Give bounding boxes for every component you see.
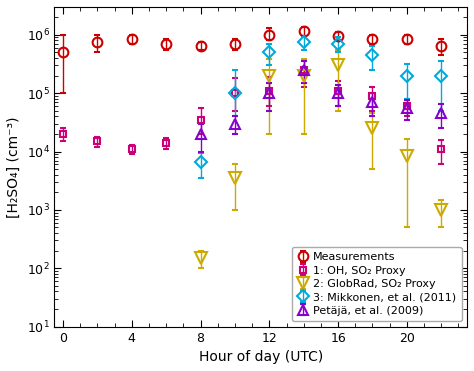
X-axis label: Hour of day (UTC): Hour of day (UTC): [199, 350, 323, 364]
Legend: Measurements, 1: OH, SO₂ Proxy, 2: GlobRad, SO₂ Proxy, 3: Mikkonen, et al. (2011: Measurements, 1: OH, SO₂ Proxy, 2: GlobR…: [292, 247, 462, 321]
Y-axis label: [H₂SO₄] (cm⁻³): [H₂SO₄] (cm⁻³): [7, 116, 21, 217]
